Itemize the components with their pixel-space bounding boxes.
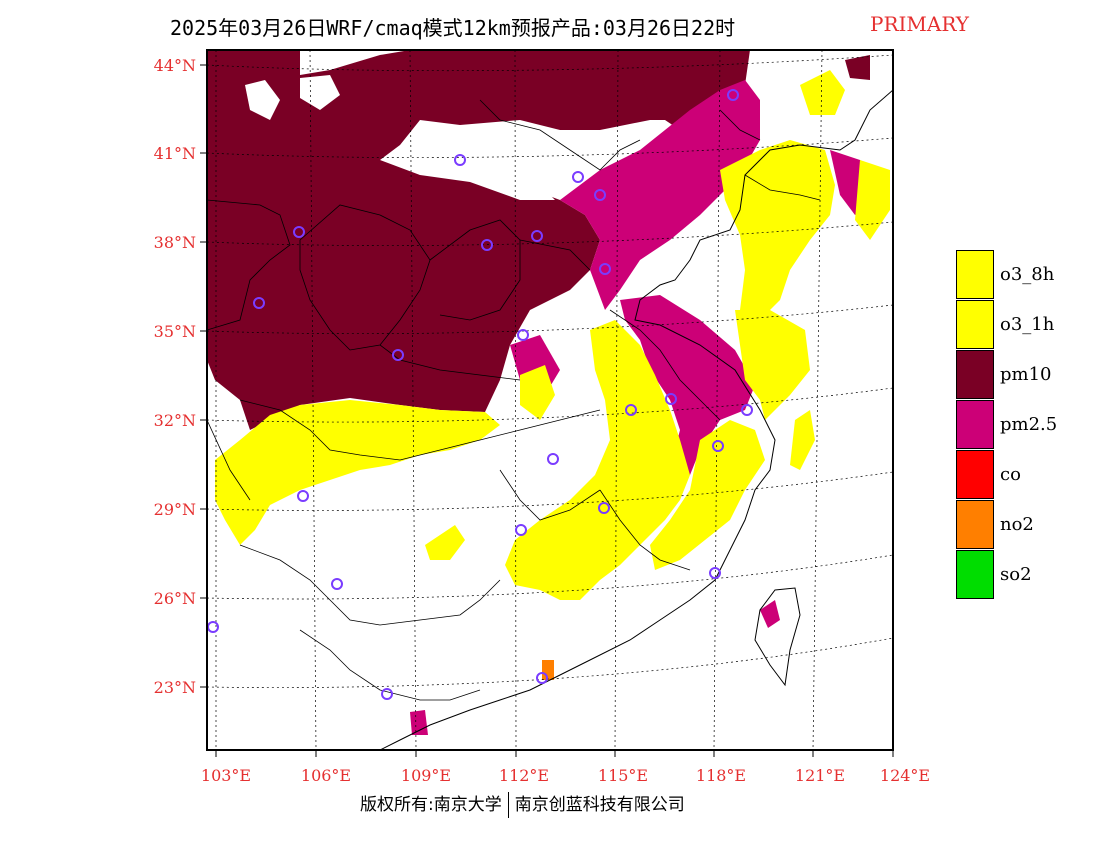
lon-label: 115°E	[598, 766, 648, 785]
o3-east-coast	[855, 160, 890, 240]
legend-swatch	[956, 299, 994, 349]
lat-label: 29°N	[154, 500, 196, 519]
lat-label: 41°N	[154, 144, 196, 163]
legend-label: no2	[1000, 513, 1034, 535]
lat-label: 23°N	[154, 678, 196, 697]
legend-label: o3_1h	[1000, 313, 1055, 335]
station-marker	[392, 349, 404, 361]
legend-label: so2	[1000, 563, 1032, 585]
legend-item-co: co	[956, 449, 1057, 499]
station-marker	[712, 440, 724, 452]
primary-tag: PRIMARY	[870, 12, 969, 36]
map-title: 2025年03月26日WRF/cmaq模式12km预报产品:03月26日22时	[170, 16, 736, 40]
pm25-region	[560, 80, 760, 310]
legend-swatch	[956, 399, 994, 449]
station-marker	[253, 297, 265, 309]
station-marker	[625, 404, 637, 416]
station-marker	[727, 89, 739, 101]
station-marker	[599, 263, 611, 275]
legend-item-pm10: pm10	[956, 349, 1057, 399]
graticule	[207, 50, 893, 750]
station-marker	[531, 230, 543, 242]
lon-label: 118°E	[696, 766, 746, 785]
pm25-central	[620, 295, 755, 475]
pm10-region	[207, 50, 750, 430]
copyright-company: 南京创蓝科技有限公司	[514, 795, 685, 815]
legend-swatch	[956, 449, 994, 499]
lat-label: 35°N	[154, 322, 196, 341]
pm25-taiwan	[760, 600, 780, 628]
station-marker	[293, 226, 305, 238]
o3-southeast	[650, 420, 765, 570]
taiwan-outline	[754, 587, 801, 687]
lon-label: 106°E	[301, 766, 351, 785]
lon-label: 112°E	[499, 766, 549, 785]
station-marker	[297, 490, 309, 502]
coastline	[379, 89, 893, 750]
legend-label: pm10	[1000, 363, 1052, 385]
clean-hole-north	[245, 80, 280, 120]
station-marker	[572, 171, 584, 183]
map-frame	[206, 49, 894, 751]
legend-swatch	[956, 549, 994, 599]
legend: o3_8h o3_1h pm10 pm2.5 co no2 so2	[956, 249, 1057, 599]
lat-label: 38°N	[154, 233, 196, 252]
province-borders	[207, 99, 821, 701]
station-marker	[536, 672, 548, 684]
o3-northeast	[720, 140, 835, 320]
footer-divider	[507, 792, 509, 818]
lon-label: 124°E	[880, 766, 930, 785]
lon-label: 109°E	[401, 766, 451, 785]
lon-ticks	[215, 750, 894, 757]
o3-far-northeast	[800, 70, 845, 115]
pm10-far-northeast	[845, 55, 870, 80]
station-marker	[741, 404, 753, 416]
legend-label: o3_8h	[1000, 263, 1055, 285]
legend-swatch	[956, 349, 994, 399]
station-marker	[481, 239, 493, 251]
o3-yangtze	[735, 310, 810, 420]
legend-item-pm25: pm2.5	[956, 399, 1057, 449]
station-marker	[665, 393, 677, 405]
lat-label: 26°N	[154, 589, 196, 608]
legend-item-no2: no2	[956, 499, 1057, 549]
station-marker	[598, 502, 610, 514]
legend-item-o3-1h: o3_1h	[956, 299, 1057, 349]
o3-west-patch	[520, 365, 555, 420]
copyright-footer: 版权所有:南京大学 南京创蓝科技有限公司	[360, 790, 685, 818]
station-marker	[517, 329, 529, 341]
station-marker	[515, 524, 527, 536]
legend-item-o3-8h: o3_8h	[956, 249, 1057, 299]
station-marker	[454, 154, 466, 166]
legend-label: co	[1000, 463, 1021, 485]
legend-label: pm2.5	[1000, 413, 1058, 435]
o3-coast-strip	[790, 410, 815, 470]
clean-hole-north-2	[300, 75, 340, 110]
lon-label: 103°E	[201, 766, 251, 785]
station-markers	[207, 89, 753, 700]
lat-label: 32°N	[154, 411, 196, 430]
station-marker	[381, 688, 393, 700]
o3-southwest-band	[215, 400, 500, 545]
station-marker	[331, 578, 343, 590]
no2-speck	[542, 660, 554, 680]
legend-swatch	[956, 249, 994, 299]
legend-swatch	[956, 499, 994, 549]
station-marker	[547, 453, 559, 465]
copyright-owner: 版权所有:南京大学	[360, 795, 502, 815]
clean-hole-mid	[395, 150, 555, 200]
station-marker	[709, 567, 721, 579]
lat-ticks	[200, 64, 207, 688]
pm25-south-speck	[410, 710, 428, 735]
station-marker	[594, 189, 606, 201]
o3-central	[505, 320, 690, 600]
legend-item-so2: so2	[956, 549, 1057, 599]
lat-label: 44°N	[154, 56, 196, 75]
o3-small-south	[425, 525, 465, 560]
lon-label: 121°E	[795, 766, 845, 785]
